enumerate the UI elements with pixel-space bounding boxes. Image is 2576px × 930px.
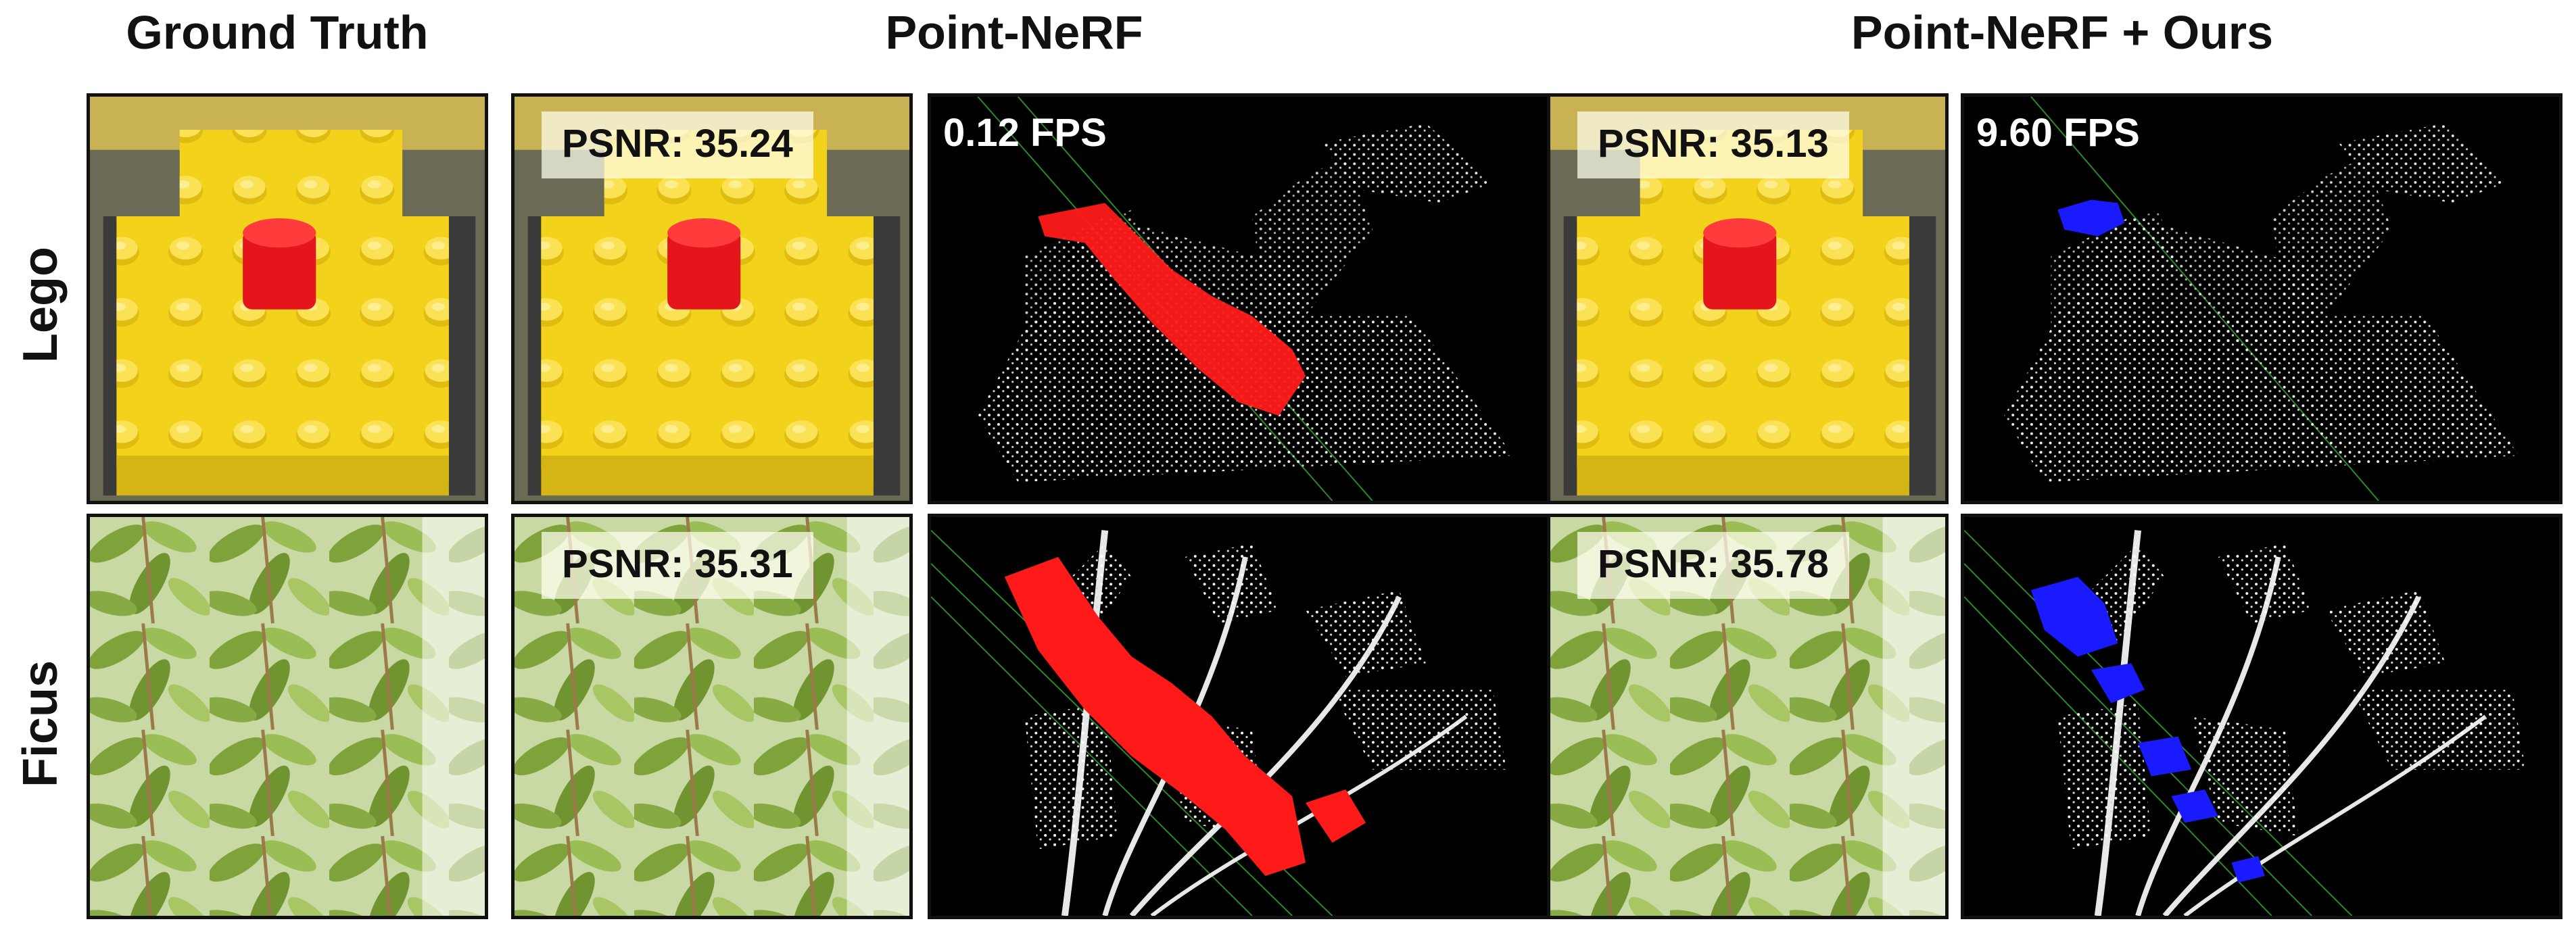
ficus-point-nerf-pointcloud [928, 514, 1560, 919]
lego-point-nerf-psnr: PSNR: 35.24 [542, 112, 813, 178]
header-point-nerf: Point-NeRF [885, 6, 1143, 59]
header-ground-truth: Ground Truth [126, 6, 429, 59]
ficus-point-nerf-render: PSNR: 35.31 [511, 514, 913, 919]
header-point-nerf-ours: Point-NeRF + Ours [1851, 6, 2274, 59]
ficus-point-nerf-psnr: PSNR: 35.31 [542, 532, 813, 599]
ficus-ours-pointcloud [1961, 514, 2562, 919]
lego-point-nerf-render: PSNR: 35.24 [511, 93, 913, 504]
lego-ours-pointcloud: 9.60 FPS [1961, 93, 2562, 504]
lego-ground-truth-image [87, 93, 488, 504]
lego-ours-psnr: PSNR: 35.13 [1577, 112, 1849, 178]
row-label-lego: Lego [14, 247, 68, 363]
ficus-ground-truth-image [87, 514, 488, 919]
lego-point-nerf-pointcloud: 0.12 FPS [928, 93, 1560, 504]
ficus-ours-psnr: PSNR: 35.78 [1577, 532, 1849, 599]
row-label-ficus: Ficus [14, 660, 68, 788]
lego-point-nerf-fps: 0.12 FPS [943, 111, 1107, 155]
lego-ours-render: PSNR: 35.13 [1547, 93, 1949, 504]
ficus-ours-render: PSNR: 35.78 [1547, 514, 1949, 919]
lego-ours-fps: 9.60 FPS [1976, 111, 2140, 155]
